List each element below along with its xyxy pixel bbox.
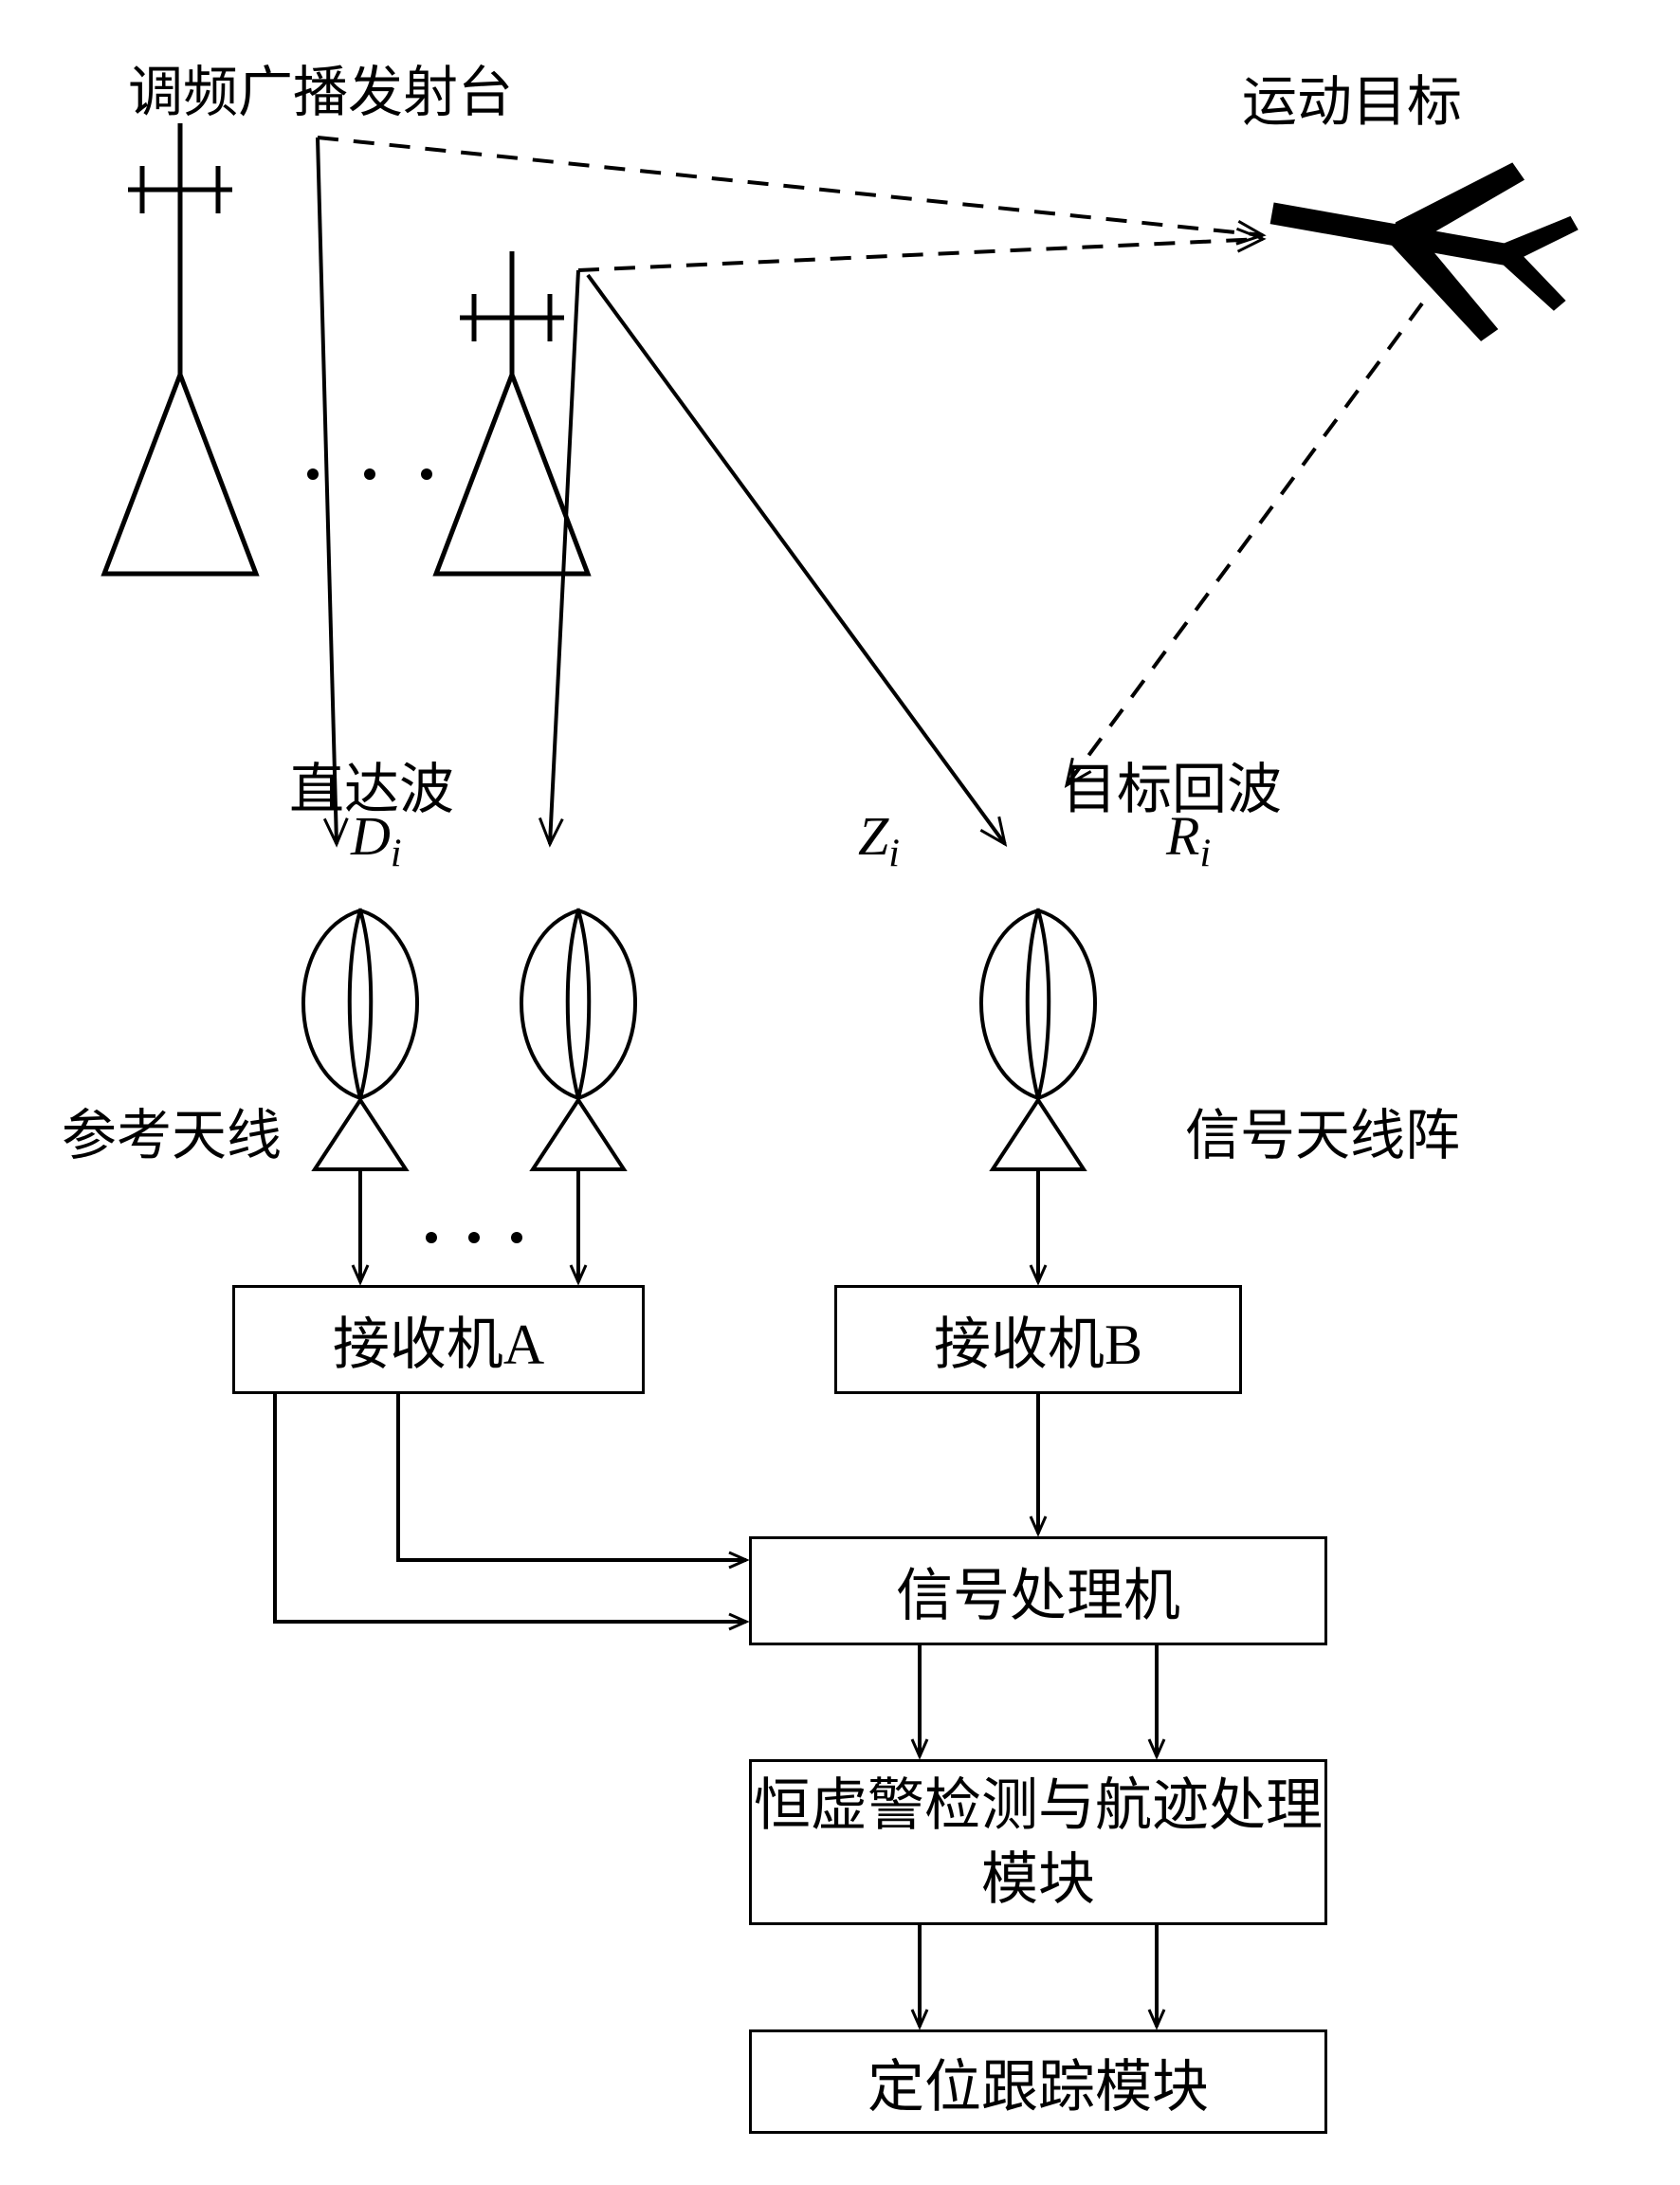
z-symbol: Zi — [858, 804, 900, 877]
arrow-rxa-proc-1 — [398, 1394, 746, 1560]
arrow-tx2-direct — [550, 270, 578, 844]
antenna-2-icon — [521, 910, 635, 1169]
direct-wave-symbol: Di — [351, 804, 402, 877]
transmitter-title: 调频广播发射台 — [128, 47, 513, 127]
target-echo-symbol: Ri — [1166, 804, 1211, 877]
sig-processor-box: 信号处理机 — [749, 1536, 1327, 1645]
cfar-box: 恒虚警检测与航迹处理模块 — [749, 1759, 1327, 1925]
ref-antenna-label: 参考天线 — [62, 1091, 282, 1170]
airplane-icon — [1257, 123, 1587, 354]
antenna-1-icon — [303, 910, 417, 1169]
sig-antenna-label: 信号天线阵 — [1185, 1091, 1460, 1170]
arrow-tx1-target — [318, 138, 1263, 235]
antenna-3-icon — [981, 910, 1095, 1169]
receiver-b-box: 接收机B — [834, 1285, 1242, 1394]
tracking-box: 定位跟踪模块 — [749, 2029, 1327, 2134]
tower-2-icon — [436, 251, 588, 574]
cfar-label: 恒虚警检测与航迹处理模块 — [752, 1769, 1324, 1917]
ellipsis-towers — [307, 468, 432, 480]
arrow-tx2-target — [578, 239, 1263, 270]
arrow-target-echo — [1067, 303, 1422, 785]
tower-1-icon — [104, 123, 256, 574]
receiver-a-label: 接收机A — [333, 1298, 544, 1381]
arrow-tx-z — [588, 275, 1005, 844]
tracking-label: 定位跟踪模块 — [867, 2041, 1209, 2123]
arrow-rxa-proc-2 — [275, 1394, 746, 1622]
arrow-tx1-direct — [318, 138, 337, 844]
receiver-b-label: 接收机B — [934, 1298, 1142, 1381]
sig-processor-label: 信号处理机 — [896, 1550, 1180, 1632]
ellipsis-antennas — [426, 1232, 522, 1243]
receiver-a-box: 接收机A — [232, 1285, 645, 1394]
target-title: 运动目标 — [1242, 57, 1462, 137]
